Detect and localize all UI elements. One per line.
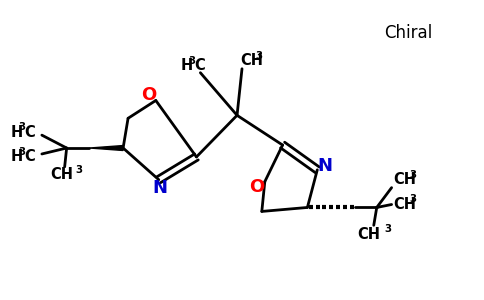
Text: CH: CH	[50, 167, 73, 182]
Text: 3: 3	[409, 194, 417, 205]
Polygon shape	[90, 146, 123, 151]
Text: CH: CH	[240, 53, 263, 68]
Text: 3: 3	[256, 51, 263, 61]
Text: 3: 3	[385, 224, 392, 234]
Text: CH: CH	[393, 172, 417, 187]
Text: O: O	[141, 85, 156, 103]
Text: C: C	[24, 125, 35, 140]
Text: 3: 3	[409, 170, 417, 180]
Text: C: C	[195, 58, 205, 73]
Text: O: O	[249, 178, 264, 196]
Text: 3: 3	[76, 165, 83, 175]
Text: N: N	[318, 157, 333, 175]
Text: 3: 3	[18, 147, 25, 157]
Text: H: H	[181, 58, 193, 73]
Text: H: H	[10, 149, 22, 164]
Text: C: C	[24, 149, 35, 164]
Text: CH: CH	[393, 197, 417, 212]
Text: 3: 3	[188, 56, 196, 66]
Text: Chiral: Chiral	[384, 24, 432, 42]
Text: H: H	[10, 125, 22, 140]
Text: N: N	[152, 178, 167, 196]
Text: CH: CH	[357, 227, 380, 242]
Text: 3: 3	[18, 122, 25, 132]
